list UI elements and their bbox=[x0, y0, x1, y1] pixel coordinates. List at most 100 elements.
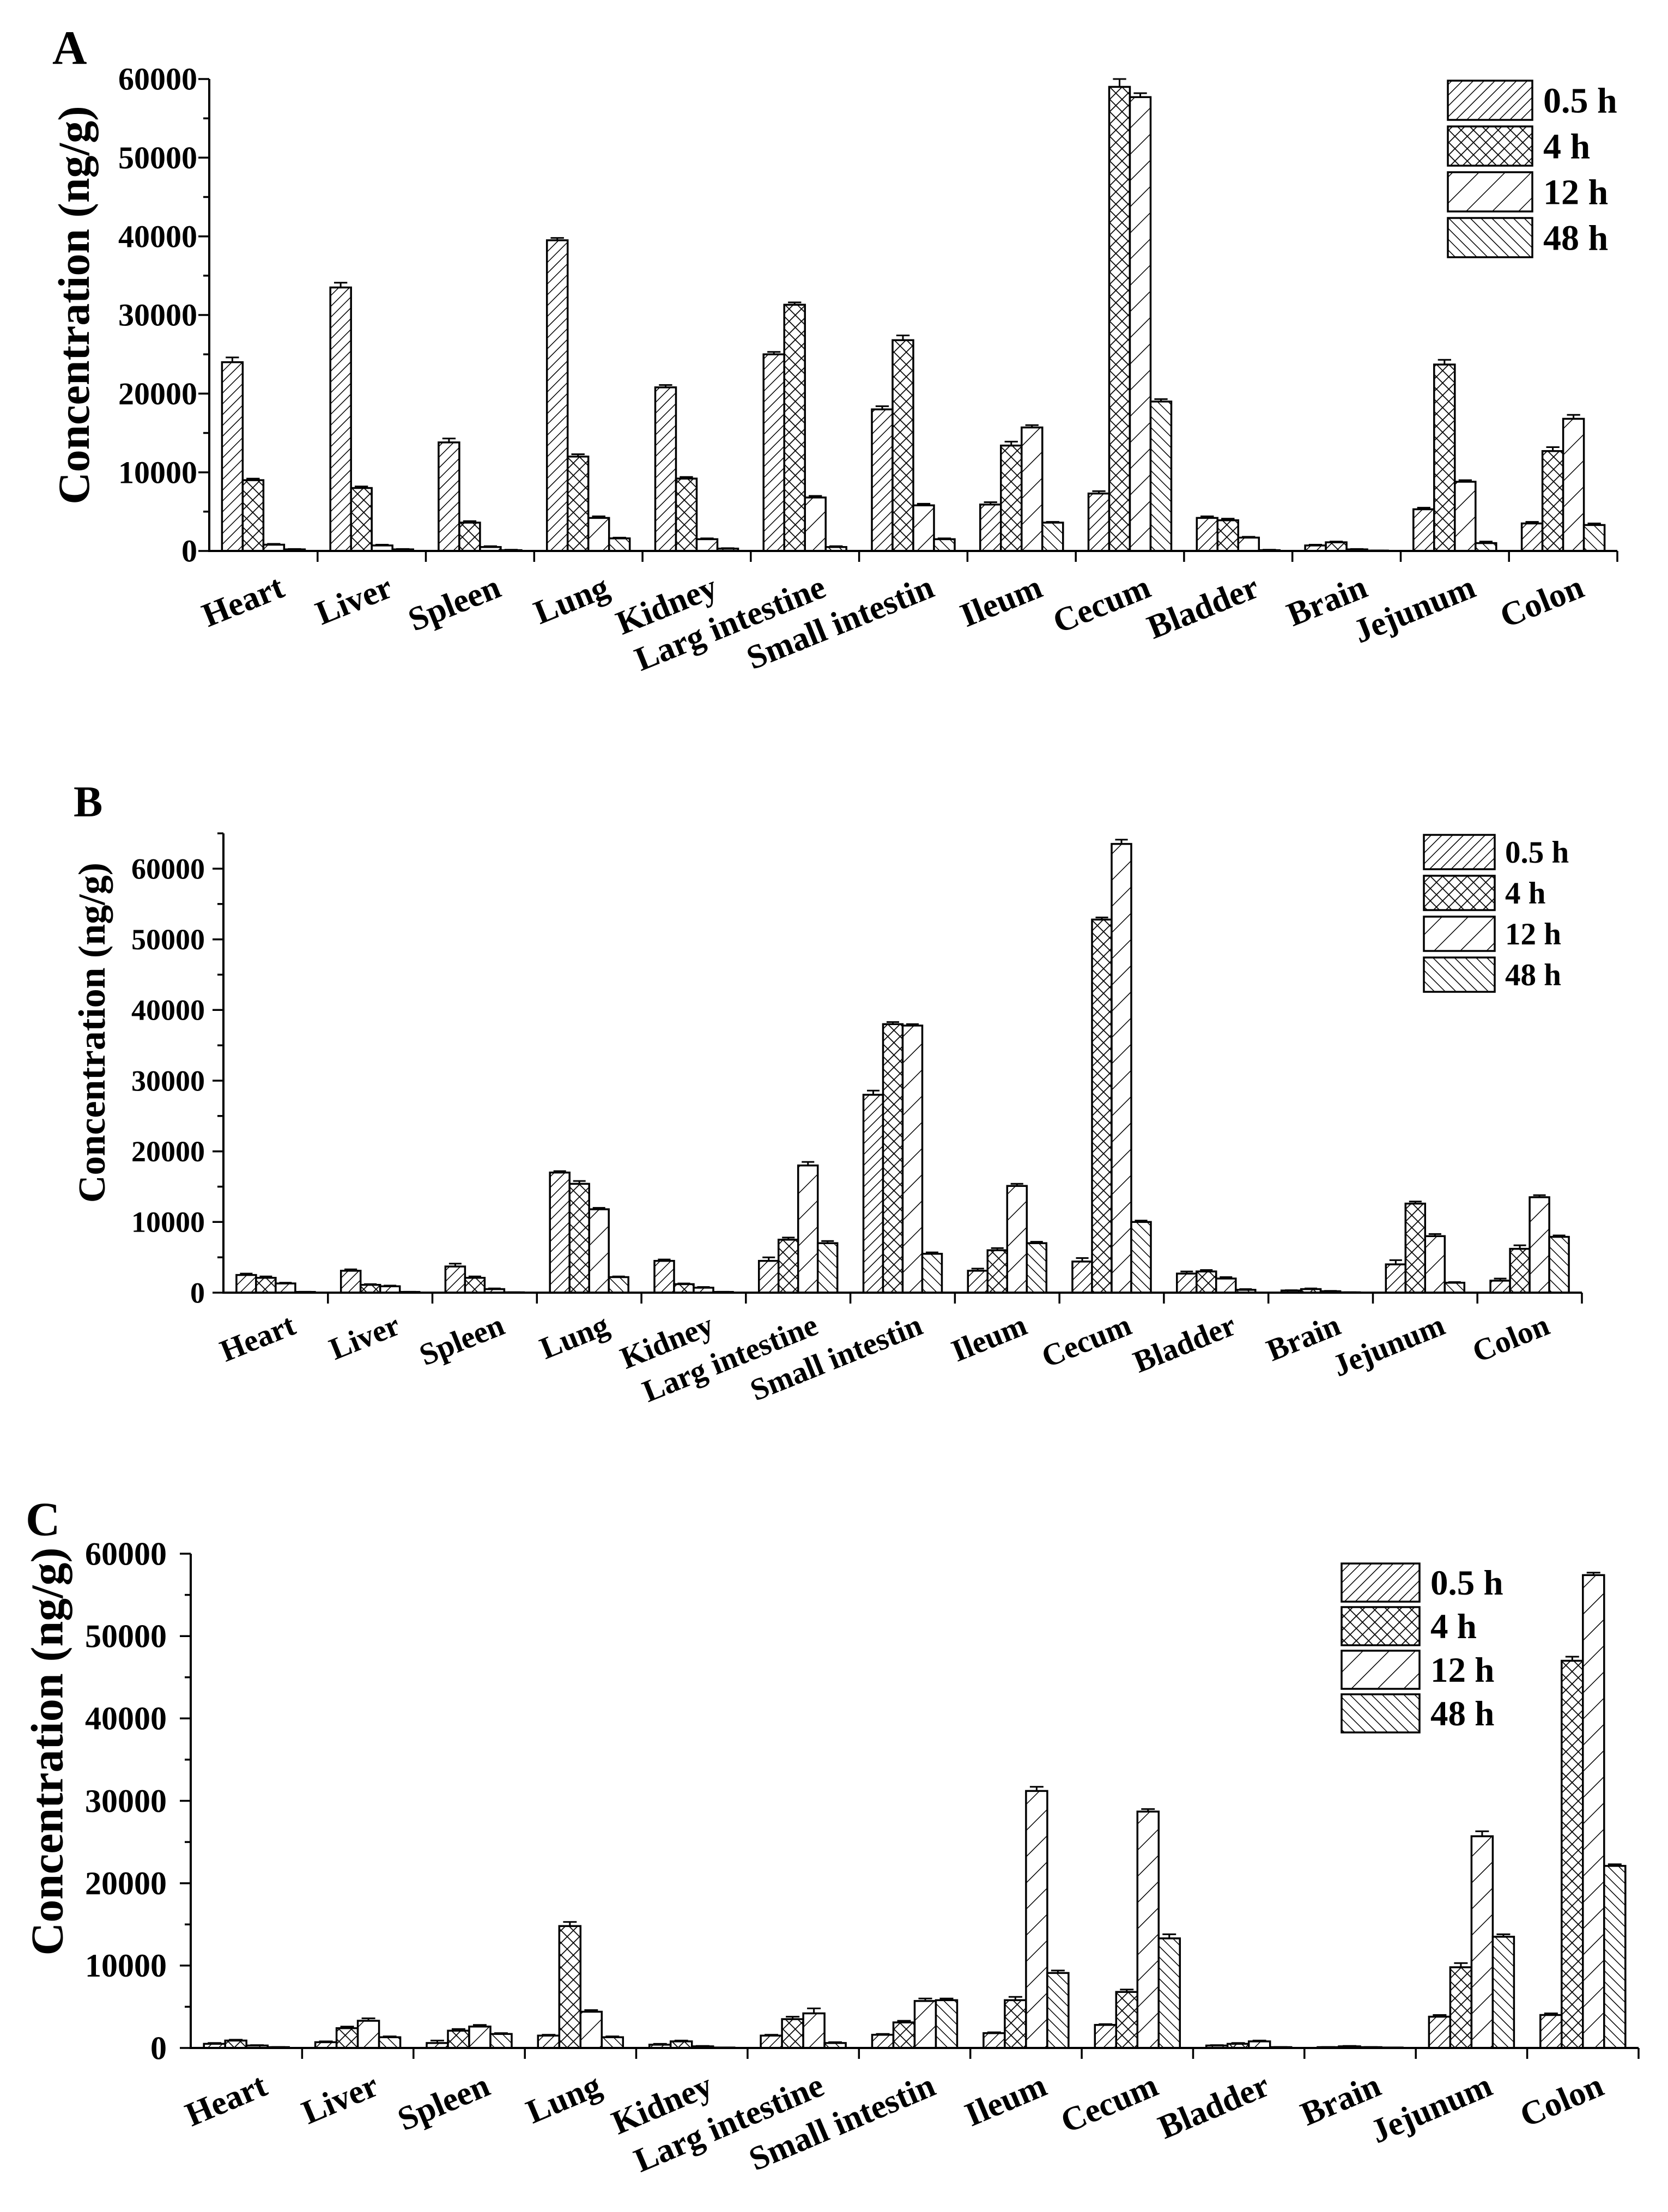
y-tick-label-c: 50000 bbox=[85, 1619, 167, 1655]
bar-c-ileum-4h bbox=[1004, 1999, 1027, 2049]
bar-c-spleen-48h bbox=[489, 2033, 513, 2049]
bar-c-colon-48h bbox=[1603, 1865, 1627, 2049]
bar-a-larg-intestine-0.5h bbox=[762, 353, 785, 552]
bar-c-lung-12h bbox=[579, 2010, 603, 2049]
bar-c-jejunum-0.5h bbox=[1428, 2015, 1452, 2049]
legend-label-b-4h: 4 h bbox=[1505, 876, 1545, 911]
bar-a-bladder-0.5h bbox=[1196, 517, 1219, 552]
bar-c-cecum-4h bbox=[1115, 1991, 1139, 2049]
bar-b-kidney-0.5h bbox=[653, 1259, 675, 1294]
bar-c-spleen-12h bbox=[468, 2025, 492, 2049]
bar-b-small-intestin-12h bbox=[901, 1025, 924, 1294]
bar-b-larg-intestine-48h bbox=[816, 1242, 839, 1294]
bar-a-colon-0.5h bbox=[1520, 522, 1544, 552]
y-tick-label-a: 10000 bbox=[118, 454, 197, 490]
legend-label-c-4h: 4 h bbox=[1430, 1607, 1477, 1646]
legend-swatch-c-48h bbox=[1341, 1693, 1421, 1734]
bar-c-larg-intestine-4h bbox=[781, 2018, 804, 2049]
bar-c-lung-4h bbox=[558, 1925, 582, 2049]
bar-a-small-intestin-4h bbox=[891, 339, 914, 552]
bar-c-small-intestin-4h bbox=[892, 2021, 916, 2049]
bar-a-liver-4h bbox=[350, 487, 373, 552]
bar-b-colon-48h bbox=[1548, 1235, 1570, 1294]
bar-b-liver-0.5h bbox=[339, 1270, 362, 1294]
bar-c-small-intestin-0.5h bbox=[871, 2034, 895, 2049]
y-tick-label-c: 60000 bbox=[85, 1536, 167, 1572]
bar-a-small-intestin-0.5h bbox=[871, 408, 894, 552]
y-tick-label-b: 20000 bbox=[131, 1135, 205, 1168]
y-axis-label-c: Concentration (ng/g) bbox=[22, 1548, 73, 1956]
bar-b-kidney-4h bbox=[673, 1283, 695, 1294]
bar-b-small-intestin-4h bbox=[882, 1023, 904, 1294]
bar-b-heart-12h bbox=[275, 1282, 296, 1294]
bar-a-jejunum-4h bbox=[1433, 363, 1456, 552]
bar-b-larg-intestine-4h bbox=[777, 1239, 799, 1294]
bar-b-lung-48h bbox=[608, 1276, 629, 1294]
legend-label-b-48h: 48 h bbox=[1505, 958, 1561, 992]
y-tick-label-b: 30000 bbox=[131, 1064, 205, 1097]
bar-b-heart-0.5h bbox=[235, 1274, 257, 1294]
legend-label-c-0.5h: 0.5 h bbox=[1430, 1563, 1503, 1603]
bar-c-jejunum-12h bbox=[1470, 1835, 1494, 2049]
bar-b-cecum-48h bbox=[1130, 1221, 1152, 1294]
bar-b-ileum-12h bbox=[1006, 1185, 1028, 1294]
legend-label-a-4h: 4 h bbox=[1543, 126, 1590, 166]
y-tick-label-c: 30000 bbox=[85, 1783, 167, 1819]
bar-a-cecum-12h bbox=[1129, 96, 1152, 552]
legend-swatch-b-4h bbox=[1423, 875, 1496, 911]
bar-b-cecum-12h bbox=[1111, 843, 1132, 1294]
bar-b-colon-12h bbox=[1529, 1196, 1550, 1294]
bar-c-lung-48h bbox=[601, 2036, 624, 2049]
bar-a-cecum-4h bbox=[1108, 86, 1131, 552]
bar-b-liver-4h bbox=[359, 1283, 381, 1294]
legend-label-a-12h: 12 h bbox=[1543, 172, 1608, 212]
bar-c-ileum-0.5h bbox=[982, 2032, 1006, 2049]
bar-c-colon-0.5h bbox=[1539, 2014, 1563, 2049]
bar-b-ileum-0.5h bbox=[967, 1270, 989, 1294]
panel-label-b: B bbox=[74, 778, 102, 826]
bar-b-spleen-0.5h bbox=[444, 1265, 466, 1294]
y-tick-label-a: 30000 bbox=[118, 298, 197, 333]
legend-swatch-c-4h bbox=[1341, 1606, 1421, 1646]
bar-a-lung-4h bbox=[566, 456, 590, 552]
y-tick-label-c: 40000 bbox=[85, 1701, 167, 1737]
bar-c-cecum-12h bbox=[1136, 1810, 1160, 2049]
bar-a-jejunum-48h bbox=[1475, 542, 1497, 552]
panel-label-a: A bbox=[52, 22, 87, 75]
legend-swatch-b-48h bbox=[1423, 956, 1496, 993]
y-tick-label-c: 20000 bbox=[85, 1865, 167, 1901]
bar-c-cecum-0.5h bbox=[1094, 2023, 1118, 2049]
y-tick-label-c: 0 bbox=[150, 2030, 167, 2066]
bar-a-liver-0.5h bbox=[329, 286, 352, 552]
bar-c-larg-intestine-0.5h bbox=[760, 2034, 783, 2049]
bar-b-small-intestin-48h bbox=[921, 1252, 943, 1294]
bar-a-lung-48h bbox=[608, 537, 631, 552]
bar-c-ileum-48h bbox=[1046, 1972, 1070, 2049]
bar-a-larg-intestine-12h bbox=[804, 496, 827, 552]
bar-b-bladder-12h bbox=[1215, 1277, 1237, 1294]
bar-a-kidney-12h bbox=[695, 538, 719, 552]
bar-b-jejunum-12h bbox=[1424, 1235, 1446, 1294]
bar-a-heart-0.5h bbox=[221, 361, 244, 552]
bar-b-larg-intestine-12h bbox=[797, 1164, 819, 1294]
bar-c-jejunum-4h bbox=[1449, 1966, 1473, 2049]
bar-b-lung-4h bbox=[568, 1183, 590, 1294]
bar-b-heart-4h bbox=[255, 1277, 277, 1294]
bar-b-bladder-4h bbox=[1196, 1270, 1217, 1294]
bar-a-colon-12h bbox=[1562, 417, 1585, 552]
y-tick-label-a: 40000 bbox=[118, 219, 197, 254]
bar-a-ileum-48h bbox=[1041, 522, 1064, 552]
bar-c-lung-0.5h bbox=[537, 2034, 561, 2049]
legend-label-b-12h: 12 h bbox=[1505, 917, 1561, 952]
bar-a-ileum-12h bbox=[1021, 426, 1044, 552]
bar-b-colon-0.5h bbox=[1489, 1280, 1511, 1294]
legend-swatch-a-12h bbox=[1447, 171, 1533, 213]
bar-a-small-intestin-48h bbox=[933, 538, 956, 552]
bar-a-bladder-12h bbox=[1237, 536, 1260, 552]
bar-a-colon-4h bbox=[1541, 450, 1564, 552]
bar-c-liver-4h bbox=[335, 2027, 359, 2049]
bar-a-colon-48h bbox=[1582, 524, 1606, 552]
bar-a-cecum-0.5h bbox=[1087, 492, 1111, 552]
